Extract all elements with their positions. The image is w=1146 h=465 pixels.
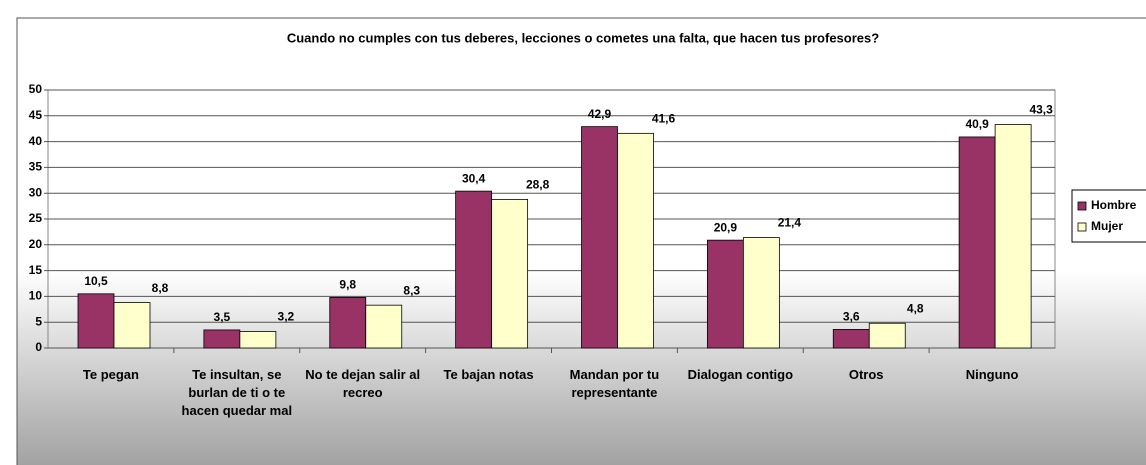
y-tick-label: 5 xyxy=(35,314,42,328)
bar xyxy=(706,239,744,349)
bar xyxy=(365,304,403,349)
bar xyxy=(994,124,1032,349)
x-tick-label: Otros xyxy=(848,367,884,382)
bar xyxy=(455,190,493,349)
legend-label: Hombre xyxy=(1091,198,1137,212)
data-label: 40,9 xyxy=(965,117,989,131)
bar xyxy=(617,132,654,349)
data-label: 30,4 xyxy=(462,171,486,185)
bar xyxy=(958,136,996,349)
y-tick-label: 35 xyxy=(29,160,43,174)
x-tick-label: Dialogan contigo xyxy=(687,367,794,382)
bar xyxy=(742,237,780,349)
data-label: 43,3 xyxy=(1029,103,1053,117)
bar xyxy=(868,322,906,349)
bar xyxy=(491,198,529,349)
legend-label: Mujer xyxy=(1091,219,1123,233)
x-tick-label: Te pegan xyxy=(82,367,139,382)
chart-title: Cuando no cumples con tus deberes, lecci… xyxy=(287,30,879,45)
data-label: 41,6 xyxy=(652,112,676,126)
data-label: 3,5 xyxy=(214,310,231,324)
legend-box xyxy=(1071,189,1146,243)
y-tick-label: 20 xyxy=(29,237,43,251)
y-tick-label: 0 xyxy=(35,340,42,354)
y-tick-label: 30 xyxy=(29,185,43,199)
data-label: 21,4 xyxy=(778,216,802,230)
legend-swatch xyxy=(1077,222,1087,232)
x-tick-label: Te bajan notas xyxy=(443,367,534,382)
data-label: 4,8 xyxy=(907,301,924,315)
data-label: 20,9 xyxy=(714,220,738,234)
y-tick-label: 45 xyxy=(29,108,43,122)
data-label: 8,8 xyxy=(152,281,169,295)
data-label: 9,8 xyxy=(339,278,356,292)
y-tick-label: 15 xyxy=(29,263,43,277)
x-tick-label: No te dejan salir al recreo xyxy=(305,367,421,400)
bar xyxy=(581,126,618,349)
y-tick-label: 25 xyxy=(29,211,43,225)
data-label: 3,6 xyxy=(843,310,860,324)
bar xyxy=(832,329,870,349)
x-tick-label: Mandan por tu representante xyxy=(569,367,660,400)
bar xyxy=(77,293,115,349)
y-tick-label: 50 xyxy=(29,82,43,96)
bar xyxy=(203,329,241,349)
y-tick-label: 10 xyxy=(29,289,43,303)
data-label: 3,2 xyxy=(278,310,295,324)
bar xyxy=(329,297,367,349)
data-label: 10,5 xyxy=(84,274,108,288)
x-tick-label: Ninguno xyxy=(965,367,1019,382)
data-label: 28,8 xyxy=(526,178,550,192)
data-label: 42,9 xyxy=(588,107,612,121)
bar xyxy=(113,302,151,349)
data-label: 8,3 xyxy=(403,283,420,297)
bar xyxy=(239,331,277,349)
x-tick-label: Te insultan, se burlan de ti o te hacen … xyxy=(181,367,293,418)
legend-swatch xyxy=(1077,201,1087,211)
y-tick-label: 40 xyxy=(29,134,43,148)
